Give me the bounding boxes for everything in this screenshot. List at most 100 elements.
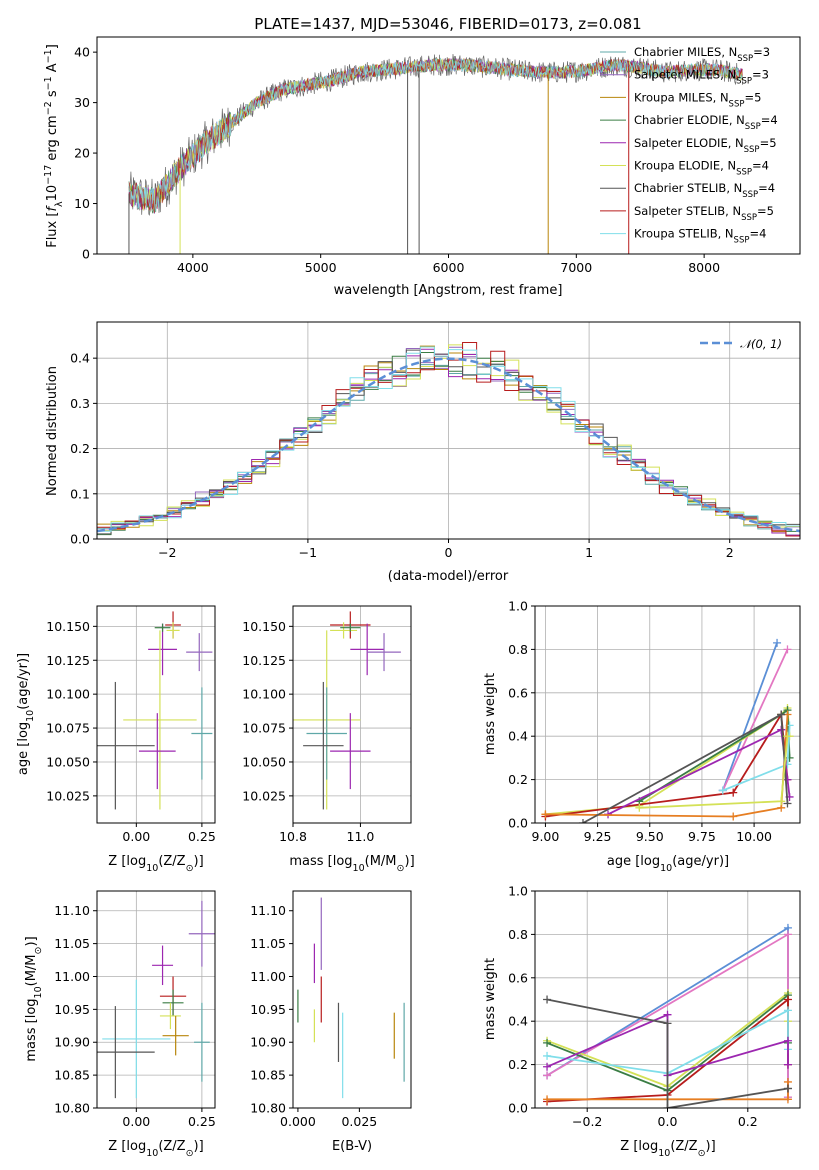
legend-label-suffix: =3 xyxy=(753,45,770,59)
spectrum-line-model xyxy=(128,58,743,211)
weight-vs-age-panel: 9.00 9.25 9.50 9.75 10.00 0.0 0.2 0.4 0.6 0.8 1.0 a… xyxy=(483,599,801,874)
y-tick-label: 1.0 xyxy=(508,884,528,899)
y-axis-label-part: mass [log xyxy=(24,998,39,1061)
x-tick-label: 0.00 xyxy=(122,1114,150,1129)
y-tick-label: 0.4 xyxy=(508,1014,528,1029)
y-axis-label-part: 10 xyxy=(33,986,44,998)
x-axis-label-part: age [log xyxy=(607,854,660,869)
x-axis-label: Z [log10(Z/Z⊙)] xyxy=(620,1139,715,1159)
x-tick-label: 9.00 xyxy=(532,829,560,844)
y-axis-label-part: Flux [ xyxy=(45,212,60,248)
weight-marker xyxy=(783,930,792,939)
x-axis-label-part: Z [log xyxy=(108,854,146,869)
x-axis-label-part: )] xyxy=(405,854,415,869)
x-axis-label-part: ⊙ xyxy=(186,863,194,874)
weight-marker xyxy=(663,1104,672,1108)
x-axis-label-part: mass [log xyxy=(289,854,352,869)
x-tick-label: 7000 xyxy=(560,260,592,275)
y-tick-label: 10.80 xyxy=(54,1101,90,1116)
y-axis-label-part: f xyxy=(45,205,60,212)
legend-label-main: Chabrier MILES, N xyxy=(634,45,737,59)
x-axis-label-part: (Z/Z xyxy=(158,1139,185,1154)
y-tick-label: 40 xyxy=(74,45,90,60)
y-axis-label: age [log10(age/yr)] xyxy=(16,653,36,775)
y-tick-label: 0.0 xyxy=(508,1101,528,1116)
y-tick-label: 10.95 xyxy=(250,1002,286,1017)
legend-label-main: Salpeter STELIB, N xyxy=(634,204,741,218)
mass-vs-metallicity-panel: 0.00 0.25 10.80 10.85 10.90 10.95 11.00 11.05 11… xyxy=(24,890,216,1159)
weight-marker xyxy=(663,1019,672,1028)
y-tick-label: 10.95 xyxy=(54,1002,90,1017)
y-tick-label: 10.075 xyxy=(46,721,90,736)
plot-area xyxy=(543,923,792,1108)
legend-label-suffix: =5 xyxy=(744,90,761,104)
x-axis-label-part: )] xyxy=(194,1139,204,1154)
x-tick-label: 4000 xyxy=(177,260,209,275)
y-axis-label-part: ] xyxy=(45,44,60,49)
x-tick-label: 9.50 xyxy=(636,829,664,844)
age-vs-mass-panel: 10.8 11.0 10.025 10.050 10.075 10.100 10.125 10… xyxy=(242,605,415,874)
y-tick-label: 20 xyxy=(74,146,90,161)
weight-marker xyxy=(718,786,727,795)
axes-frame xyxy=(96,890,216,1109)
legend-label-sub: SSP xyxy=(734,236,750,246)
legend-label-sub: SSP xyxy=(729,99,745,109)
y-tick-label: 0 xyxy=(82,247,90,262)
y-tick-label: 0.2 xyxy=(508,1057,528,1072)
weight-marker xyxy=(543,1071,552,1080)
y-axis-label: mass weight xyxy=(483,673,498,755)
x-tick-label: 9.75 xyxy=(688,829,716,844)
x-axis-label: wavelength [Angstrom, rest frame] xyxy=(334,283,563,298)
y-tick-label: 0.6 xyxy=(508,970,528,985)
y-tick-label: 11.00 xyxy=(250,969,286,984)
weight-marker xyxy=(541,810,550,819)
spectrum-panel: 4000 5000 6000 7000 8000 0 10 20 30 40 wavelength … xyxy=(43,36,801,298)
x-tick-label: 10.8 xyxy=(279,829,307,844)
y-tick-label: 10.100 xyxy=(46,687,90,702)
y-tick-label: 10.90 xyxy=(54,1035,90,1050)
x-tick-label: 0.025 xyxy=(341,1114,377,1129)
legend-label-sub: SSP xyxy=(744,145,760,155)
plot-area xyxy=(128,53,743,254)
weight-marker xyxy=(729,788,738,797)
x-axis-label-part: 10 xyxy=(353,863,365,874)
weight-marker xyxy=(777,797,786,806)
x-tick-label: 0.25 xyxy=(188,1114,216,1129)
y-axis-label-part: (age/yr)] xyxy=(16,653,31,710)
y-axis-label-part: )] xyxy=(24,936,39,946)
legend-gaussian-label: 𝒩(0, 1) xyxy=(740,337,782,351)
x-axis-label-part: )] xyxy=(194,854,204,869)
legend-label-sub: SSP xyxy=(736,168,752,178)
axes-frame xyxy=(292,890,412,1109)
x-tick-label: 1 xyxy=(585,545,593,560)
x-axis-label: Z [log10(Z/Z⊙)] xyxy=(108,854,203,874)
y-tick-label: 10.125 xyxy=(242,653,286,668)
legend-label-suffix: =5 xyxy=(760,136,777,150)
legend-label-main: Chabrier ELODIE, N xyxy=(634,113,745,127)
x-axis-label-part: (Z/Z xyxy=(670,1139,697,1154)
y-tick-label: 0.1 xyxy=(70,486,90,501)
y-tick-label: 10.100 xyxy=(242,687,286,702)
weight-marker xyxy=(543,1051,552,1060)
weight-marker xyxy=(783,995,792,1004)
plot-area xyxy=(97,341,800,539)
axes-frame xyxy=(96,321,801,540)
x-tick-label: 0.000 xyxy=(280,1114,316,1129)
spectrum-line-model xyxy=(128,58,743,212)
weight-marker xyxy=(783,1084,792,1093)
y-tick-label: 0.0 xyxy=(508,816,528,831)
legend-label: Chabrier STELIB, NSSP=4 xyxy=(634,181,775,200)
legend-label-sub: SSP xyxy=(745,122,761,132)
y-tick-label: 11.10 xyxy=(250,903,286,918)
mass-vs-ebv-panel: 0.000 0.025 10.80 10.85 10.90 10.95 11.00 11.05… xyxy=(250,890,412,1154)
y-tick-label: 10.050 xyxy=(242,754,286,769)
axes-frame xyxy=(292,605,412,824)
x-axis-label: mass [log10(M/M⊙)] xyxy=(289,854,414,874)
y-axis-label-part: (M/M xyxy=(24,954,39,986)
y-axis-label-part: ⊙ xyxy=(33,947,44,955)
x-axis-label-part: (M/M xyxy=(365,854,397,869)
weight-marker xyxy=(663,1010,672,1019)
y-axis-label-part: A xyxy=(45,63,60,76)
legend-label-suffix: =4 xyxy=(761,113,778,127)
